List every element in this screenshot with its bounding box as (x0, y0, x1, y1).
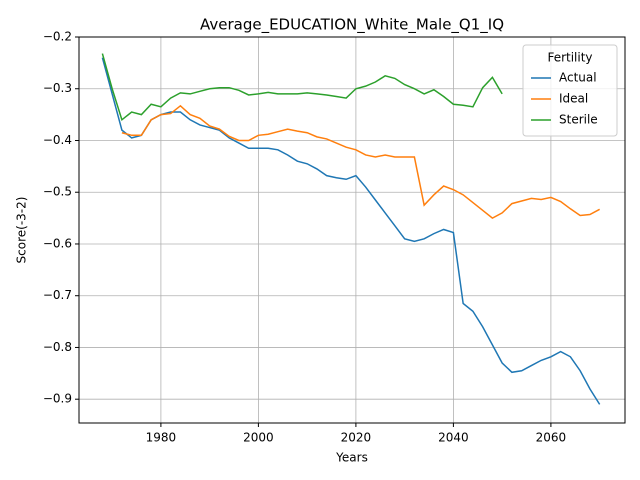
line-series (121, 104, 601, 219)
y-tick-label: −0.9 (43, 392, 72, 406)
y-tick-label: −0.6 (43, 236, 72, 250)
y-tick-label: −0.5 (43, 185, 72, 199)
legend-label: Actual (559, 71, 597, 85)
legend: Fertility Actual Ideal Sterile (522, 44, 618, 137)
x-tick-label: 2060 (536, 431, 567, 445)
line-series (101, 53, 503, 122)
legend-label: Ideal (559, 92, 588, 106)
x-tick-label: 2020 (341, 431, 372, 445)
y-tick-label: −0.3 (43, 81, 72, 95)
x-tick-label: 2040 (438, 431, 469, 445)
x-tick-label: 1980 (146, 431, 177, 445)
x-axis-label: Years (335, 451, 368, 465)
line-series (101, 57, 601, 405)
y-axis-label: Score(-3-2) (15, 197, 29, 264)
y-tick-label: −0.2 (43, 30, 72, 44)
y-tick-label: −0.7 (43, 288, 72, 302)
legend-title: Fertility (547, 51, 592, 65)
chart-title: Average_EDUCATION_White_Male_Q1_IQ (200, 16, 504, 35)
legend-label: Sterile (559, 113, 598, 127)
y-tick-label: −0.8 (43, 340, 72, 354)
y-tick-label: −0.4 (43, 133, 72, 147)
legend-box (522, 44, 618, 137)
plot-frame (78, 36, 626, 424)
x-tick-label: 2000 (243, 431, 274, 445)
